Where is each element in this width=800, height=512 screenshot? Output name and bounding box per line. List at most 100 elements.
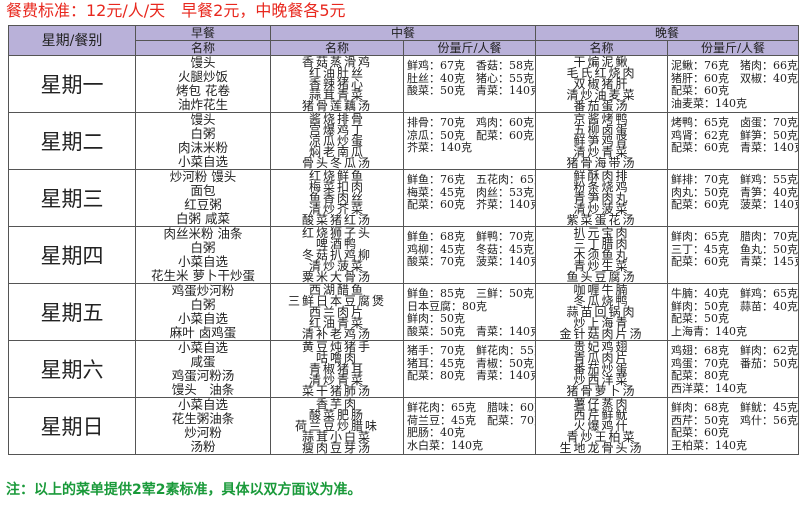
- menu-line: 王柏菜：140克: [671, 438, 748, 452]
- menu-line: 西兰肉片: [308, 304, 365, 319]
- menu-line: 红烧狮子头: [301, 226, 372, 240]
- lunch-dishes-cell: 黄豆炖猪手 咕噜肉 青椒猪耳 清炒青菜 菜干猪肺汤: [270, 340, 404, 398]
- menu-line: 鲜肉：68克 鲜鱿：45克: [671, 401, 799, 414]
- menu-line: 焖老南瓜: [308, 144, 365, 159]
- breakfast-cell: 小菜自选 花生粥油条 炒河粉 汤粉: [135, 397, 271, 455]
- menu-line: 猪骨海带汤: [566, 155, 637, 170]
- menu-line: 西洋菜：140克: [671, 381, 748, 395]
- menu-line: 清补老鸡汤: [301, 326, 372, 341]
- menu-line: 烤鸭：65克 卤蛋：70克: [671, 116, 799, 129]
- menu-line: 配菜：60克: [671, 426, 730, 439]
- menu-line: 火爆鸡什: [573, 418, 630, 433]
- menu-line: 配菜：80克 青菜：140克: [407, 369, 536, 382]
- menu-line: 鸡肾：62克 鲜笋：50克: [671, 128, 799, 142]
- menu-line: 冬瓜烧鸭: [573, 293, 630, 308]
- menu-line: 红豆粥: [184, 197, 222, 212]
- menu-line: 水白菜：140克: [407, 438, 483, 452]
- table-row: 星期四 肉丝米粉 油条 白粥 小菜自选 花生米 萝卜干炒蛋 红烧狮子头 啤酒鸭 冬菇扒鸡柳 清炒…: [8, 226, 800, 284]
- menu-line: 三丁腊肉: [573, 236, 630, 251]
- menu-line: 梅菜：45克 肉丝：53克: [407, 185, 534, 199]
- menu-line: 西湖醋鱼: [308, 283, 365, 297]
- menu-line: 黄豆炖猪手: [301, 340, 372, 354]
- menu-line: 鲜酥肉排: [573, 169, 630, 183]
- menu-line: 白粥 咸菜: [176, 211, 230, 226]
- menu-line: 三鲜日本豆腐煲: [287, 293, 386, 308]
- menu-line: 五柳卤蛋: [573, 122, 630, 137]
- menu-line: 配菜：60克 菠菜：140克: [671, 198, 799, 211]
- lunch-dishes-cell: 红烧鲜鱼 梅菜扣肉 鱼香肉丝 清炒芥菜 酸菜猪红汤: [270, 169, 404, 227]
- menu-line: 酸菜：50克 青菜：140克: [407, 84, 536, 97]
- menu-line: 鸡蛋河粉汤: [171, 368, 235, 383]
- breakfast-cell: 鸡蛋炒河粉 白粥 小菜自选 麻叶 卤鸡蛋: [135, 283, 271, 341]
- breakfast-cell: 馒头 火腿炒饭 烤包 花卷 油炸花生: [135, 55, 271, 113]
- menu-line: 上海青：140克: [671, 324, 748, 338]
- menu-line: 白粥: [190, 240, 216, 255]
- menu-line: 鲜笋鸡肾: [573, 133, 630, 148]
- menu-line: 青瓜肉片: [573, 350, 630, 365]
- menu-line: 鲜肉：50克: [407, 312, 465, 325]
- dinner-header: 晚餐: [535, 25, 800, 41]
- menu-line: 金针菇肉片汤: [559, 326, 644, 341]
- lunch-name-header: 名称: [270, 40, 404, 56]
- breakfast-cell: 小菜自选 咸蛋 鸡蛋河粉汤 馒头 油条: [135, 340, 271, 398]
- menu-line: 菜干猪肺汤: [301, 383, 372, 398]
- menu-line: 酸菜猪红汤: [301, 212, 372, 227]
- menu-line: 青椒猪耳: [308, 361, 365, 376]
- menu-line: 荷兰豆：45克 配菜：70克: [407, 413, 536, 427]
- day-label: 星期四: [8, 226, 136, 284]
- menu-line: 蒜苗回锅肉: [566, 304, 637, 319]
- menu-line: 荷兰豆炒腊味: [294, 418, 379, 433]
- menu-line: 瘦肉豆芽汤: [301, 440, 372, 455]
- menu-line: 西芹鲜鱿: [573, 407, 630, 422]
- menu-line: 花生粥油条: [171, 411, 235, 426]
- menu-line: 生地龙骨头汤: [559, 440, 644, 455]
- menu-line: 鲜花肉：65克 腊味：60克: [407, 401, 536, 414]
- menu-line: 香芋肉: [315, 397, 358, 411]
- menu-line: 炒上海青: [573, 315, 630, 330]
- menu-line: 凉瓜：50克 配菜：60克: [407, 128, 534, 142]
- breakfast-name-header: 名称: [135, 40, 271, 56]
- menu-line: 番茄炒蛋: [573, 361, 630, 376]
- price-standard-title: 餐费标准：12元/人/天 早餐2元，中晚餐各5元: [6, 1, 346, 20]
- menu-line: 鸡翅：68克 鲜肉：62克: [671, 344, 799, 357]
- menu-line: 粟米大骨汤: [301, 269, 372, 284]
- menu-line: 烤包 花卷: [176, 83, 230, 98]
- menu-line: 双椒猪肝: [573, 76, 630, 91]
- menu-line: 蒜茸小白菜: [301, 429, 372, 444]
- table-row: 星期三 炒河粉 馒头 面包 红豆粥 白粥 咸菜 红烧鲜鱼 梅菜扣肉 鱼香肉丝 清炒芥菜 酸菜猪红汤…: [8, 169, 800, 227]
- day-label: 星期一: [8, 55, 136, 113]
- menu-line: 小菜自选: [177, 154, 228, 169]
- table-row: 星期日 小菜自选 花生粥油条 炒河粉 汤粉 香芋肉 酸菜肥肠 荷兰豆炒腊味 蒜茸小白菜 瘦肉豆芽汤…: [8, 397, 800, 455]
- lunch-qty-cell: 鲜鱼：76克 五花肉：65克 梅菜：45克 肉丝：53克 配菜：60克 芥菜：140…: [402, 169, 537, 227]
- dinner-qty-cell: 鸡翅：68克 鲜肉：62克 鸡蛋：70克 番茄：50克 配菜：80克 西洋菜：140克: [667, 340, 800, 398]
- dinner-dishes-cell: 咖喱牛腩 冬瓜烧鸭 蒜苗回锅肉 炒上海青 金针菇肉片汤: [535, 283, 669, 341]
- day-label: 星期五: [8, 283, 136, 341]
- menu-line: 鸡柳：45克 冬菇：45克: [407, 242, 534, 256]
- menu-line: 配菜：60克 芥菜：140克: [407, 198, 536, 211]
- footer-note: 注：以上的菜单提供2荤2素标准，具体以双方面议为准。: [6, 482, 362, 498]
- lunch-qty-cell: 鲜鱼：85克 三鲜：50克 日本豆腐：80克 鲜肉：50克 酸菜：50克 青菜：140…: [402, 283, 537, 341]
- dinner-dishes-cell: 贵妃鸡翅 青瓜肉片 番茄炒蛋 炒西洋菜 猪骨萝卜汤: [535, 340, 669, 398]
- menu-line: 鱼香肉丝: [308, 190, 365, 205]
- menu-line: 蒜茸青菜: [308, 87, 365, 102]
- menu-line: 咸蛋: [190, 354, 216, 369]
- menu-line: 肉沫米粉: [177, 140, 228, 155]
- menu-line: 肉丝米粉 油条: [163, 226, 243, 241]
- day-label: 星期三: [8, 169, 136, 227]
- menu-line: 牛腩：40克 鲜鸡：65克: [671, 287, 799, 300]
- menu-line: 炒河粉: [184, 425, 222, 440]
- menu-line: 红烧鲜鱼: [308, 169, 365, 183]
- menu-line: 泥鳅：76克 猪肉：66克: [671, 59, 799, 72]
- menu-line: 小菜自选: [177, 340, 228, 355]
- menu-line: 咕噜肉: [315, 350, 358, 365]
- menu-line: 番茄蛋汤: [573, 98, 630, 113]
- dinner-dishes-cell: 薯仔蒸肉 西芹鲜鱿 火爆鸡什 青炒王柏菜 生地龙骨头汤: [535, 397, 669, 455]
- menu-line: 配菜：80克: [671, 369, 730, 382]
- menu-line: 炒西洋菜: [573, 372, 630, 387]
- lunch-header: 中餐: [269, 25, 537, 41]
- menu-line: 鲜排：70克 鲜鸡：55克: [671, 173, 799, 186]
- menu-line: 肉丸：50克 青笋：40克: [671, 185, 799, 199]
- lunch-dishes-cell: 香芋肉 酸菜肥肠 荷兰豆炒腊味 蒜茸小白菜 瘦肉豆芽汤: [270, 397, 404, 455]
- menu-line: 火腿炒饭: [177, 69, 228, 84]
- menu-line: 红油肚丝: [308, 65, 365, 80]
